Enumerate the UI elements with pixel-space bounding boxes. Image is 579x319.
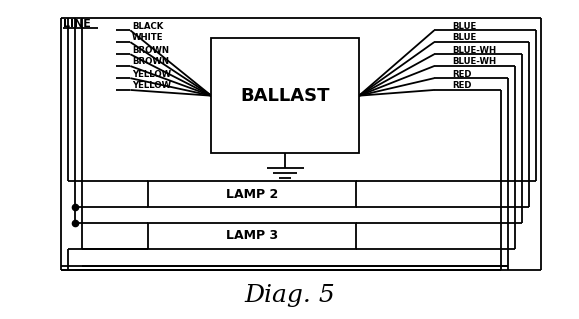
Text: BLACK: BLACK <box>132 22 163 31</box>
Text: BROWN: BROWN <box>132 46 169 55</box>
Text: LAMP 2: LAMP 2 <box>226 188 278 201</box>
Bar <box>211 38 359 153</box>
Text: BLUE: BLUE <box>452 22 477 31</box>
Text: WHITE: WHITE <box>132 33 163 42</box>
Text: BLUE-WH: BLUE-WH <box>452 46 496 55</box>
Text: RED: RED <box>452 81 472 90</box>
Text: BALLAST: BALLAST <box>240 87 330 105</box>
Text: LINE: LINE <box>63 19 90 29</box>
Text: LAMP 3: LAMP 3 <box>226 229 278 242</box>
Text: BLUE-WH: BLUE-WH <box>452 57 496 66</box>
Text: Diag. 5: Diag. 5 <box>244 284 335 307</box>
Text: BROWN: BROWN <box>132 57 169 66</box>
Bar <box>148 223 356 249</box>
Bar <box>148 181 356 207</box>
Text: YELLOW: YELLOW <box>132 81 171 90</box>
Text: RED: RED <box>452 70 472 78</box>
Text: BLUE: BLUE <box>452 33 477 42</box>
Text: YELLOW: YELLOW <box>132 70 171 78</box>
